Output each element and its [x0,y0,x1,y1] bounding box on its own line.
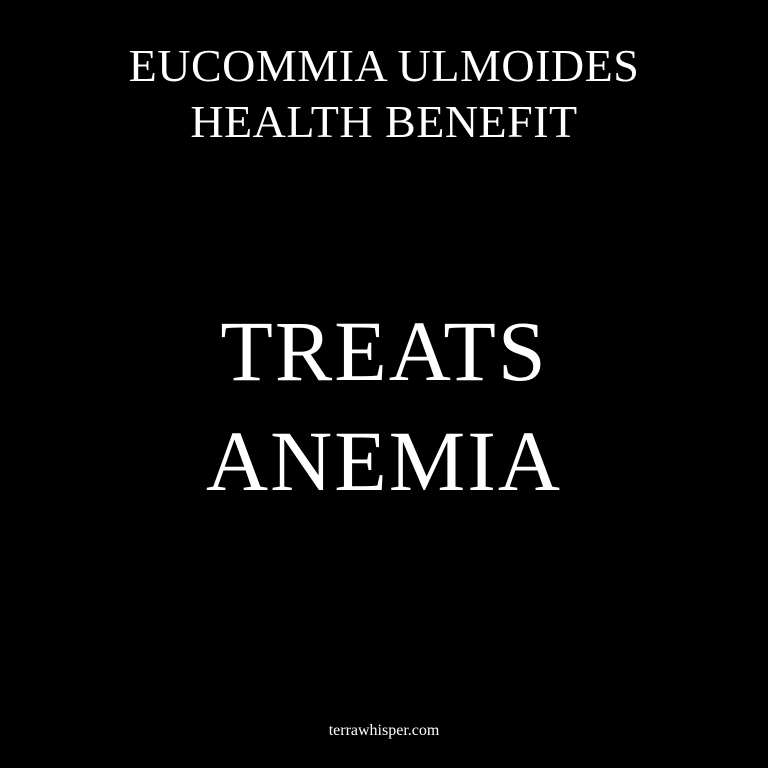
site-credit: terrawhisper.com [328,722,440,739]
title-line-2: HEALTH BENEFIT [190,96,578,147]
headline-line-1: TREATS [220,303,548,399]
benefit-headline: TREATS ANEMIA [0,296,768,516]
headline-line-2: ANEMIA [206,413,562,509]
page-title: EUCOMMIA ULMOIDES HEALTH BENEFIT [0,38,768,150]
title-line-1: EUCOMMIA ULMOIDES [128,40,640,91]
